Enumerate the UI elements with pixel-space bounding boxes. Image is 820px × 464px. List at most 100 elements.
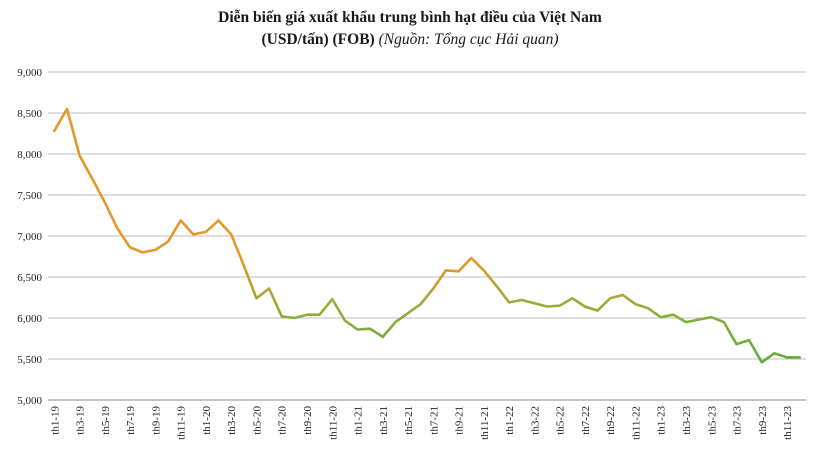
x-tick-label: th11-19 — [176, 406, 188, 440]
data-point — [418, 302, 423, 307]
chart-subtitle-unit: (USD/tấn) (FOB) — [261, 31, 375, 48]
x-tick-label: th9-21 — [454, 406, 466, 435]
data-point — [557, 303, 562, 308]
data-point — [191, 232, 196, 237]
x-tick-label: th1-19 — [49, 406, 61, 435]
x-tick-label: th3-20 — [226, 406, 238, 435]
data-point — [658, 315, 663, 320]
x-tick-label: th7-21 — [428, 406, 440, 435]
data-point — [330, 297, 335, 302]
x-tick-label: th1-23 — [656, 406, 668, 435]
x-tick-label: th11-22 — [630, 406, 642, 440]
data-point — [166, 239, 171, 244]
data-point — [709, 315, 714, 320]
data-point — [443, 268, 448, 273]
y-tick-label: 8,000 — [17, 149, 42, 161]
data-point — [646, 306, 651, 311]
x-tick-label: th9-19 — [150, 406, 162, 435]
data-point — [734, 342, 739, 347]
x-tick-label: th11-21 — [479, 406, 491, 440]
x-tick-label: th1-22 — [504, 406, 516, 435]
x-tick-label: th5-22 — [555, 406, 567, 435]
data-point — [90, 176, 95, 181]
x-tick-label: th3-22 — [529, 406, 541, 435]
y-tick-label: 6,500 — [17, 272, 42, 284]
data-point — [77, 153, 82, 158]
data-point — [216, 218, 221, 223]
data-point — [64, 106, 69, 111]
data-point — [406, 311, 411, 316]
x-tick-label: th3-21 — [378, 406, 390, 435]
data-point — [507, 300, 512, 305]
x-tick-label: th5-19 — [100, 406, 112, 435]
x-tick-label: th3-19 — [75, 406, 87, 435]
data-point — [532, 301, 537, 306]
data-point — [279, 314, 284, 319]
x-tick-label: th7-23 — [732, 406, 744, 435]
data-point — [620, 293, 625, 298]
data-point — [545, 304, 550, 309]
x-tick-label: th9-20 — [302, 406, 314, 435]
chart-subtitle-source: (Nguồn: Tổng cục Hải quan) — [378, 31, 559, 48]
x-tick-label: th5-23 — [706, 406, 718, 435]
data-point — [570, 296, 575, 301]
chart-title: Diễn biến giá xuất khẩu trung bình hạt đ… — [218, 9, 602, 26]
x-tick-label: th3-23 — [681, 406, 693, 435]
data-point — [304, 312, 309, 317]
y-tick-label: 6,000 — [17, 313, 42, 325]
data-point — [229, 232, 234, 237]
x-tick-label: th11-23 — [782, 406, 794, 440]
data-point — [102, 200, 107, 205]
data-point — [481, 268, 486, 273]
gridlines — [48, 71, 806, 401]
data-point — [115, 226, 120, 231]
data-point — [153, 247, 158, 252]
x-axis: th1-19 th3-19 th5-19 th7-19 th9-19 th11-19 th1… — [48, 399, 806, 440]
data-point — [785, 355, 790, 360]
data-point — [721, 320, 726, 325]
x-tick-label: th9-23 — [757, 406, 769, 435]
data-point — [747, 338, 752, 343]
y-tick-label: 8,500 — [17, 108, 42, 120]
y-tick-label: 7,000 — [17, 231, 42, 243]
series — [52, 106, 802, 365]
y-tick-label: 5,000 — [17, 395, 42, 407]
data-point — [633, 302, 638, 307]
x-tick-label: th5-21 — [403, 406, 415, 435]
x-tick-label: th11-20 — [327, 406, 339, 440]
x-tick-label: th7-19 — [125, 406, 137, 435]
data-point — [772, 351, 777, 356]
data-point — [203, 229, 208, 234]
data-point — [380, 334, 385, 339]
data-point — [267, 286, 272, 291]
data-point — [456, 269, 461, 274]
data-point — [368, 326, 373, 331]
data-point — [355, 327, 360, 332]
data-point — [292, 316, 297, 321]
data-point — [608, 296, 613, 301]
series-line — [52, 107, 802, 364]
chart-subtitle: (USD/tấn) (FOB) (Nguồn: Tổng cục Hải qua… — [0, 31, 820, 49]
y-tick-label: 5,500 — [17, 354, 42, 366]
data-point — [128, 245, 133, 250]
data-point — [671, 312, 676, 317]
data-point — [241, 263, 246, 268]
x-tick-label: th7-20 — [277, 406, 289, 435]
data-point — [582, 304, 587, 309]
data-point — [759, 360, 764, 365]
data-point — [696, 317, 701, 322]
x-tick-label: th1-21 — [353, 406, 365, 435]
data-point — [178, 218, 183, 223]
data-point — [140, 250, 145, 255]
data-point — [494, 284, 499, 289]
data-point — [317, 312, 322, 317]
data-point — [342, 318, 347, 323]
data-point — [254, 296, 259, 301]
data-point — [431, 286, 436, 291]
data-point — [469, 256, 474, 261]
x-tick-label: th7-22 — [580, 406, 592, 435]
data-point — [52, 129, 57, 134]
data-point — [519, 297, 524, 302]
